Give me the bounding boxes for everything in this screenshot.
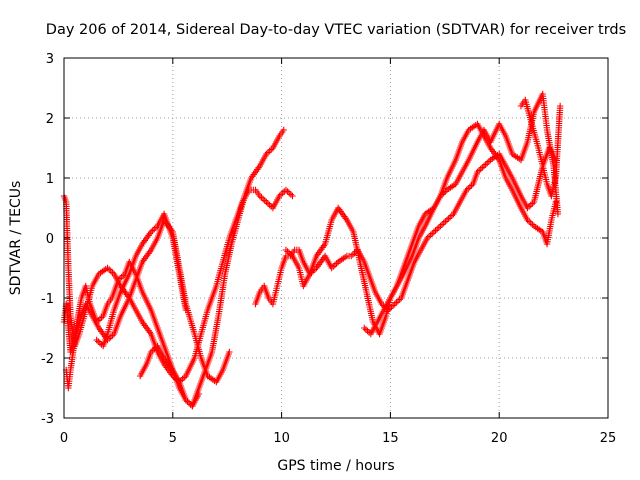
data-point xyxy=(443,216,451,224)
data-points xyxy=(60,90,564,410)
data-point xyxy=(286,189,293,197)
data-point xyxy=(282,246,290,254)
data-point xyxy=(226,348,233,356)
data-point xyxy=(445,215,452,222)
series-trace-9 xyxy=(517,96,564,200)
data-point xyxy=(279,189,286,197)
data-point xyxy=(95,338,102,345)
data-point xyxy=(437,222,444,230)
data-point xyxy=(435,224,443,231)
data-point xyxy=(527,201,534,209)
y-tick-label: 0 xyxy=(46,232,54,247)
data-point xyxy=(484,159,491,167)
data-point xyxy=(263,198,270,206)
data-point xyxy=(391,300,398,308)
series-trace-6 xyxy=(252,144,559,314)
data-point xyxy=(259,195,267,203)
y-axis-label: SDTVAR / TECUs xyxy=(8,181,24,296)
data-point xyxy=(442,218,449,225)
data-point xyxy=(287,191,295,198)
data-point xyxy=(105,266,113,273)
data-point xyxy=(118,273,125,281)
y-tick-label: -2 xyxy=(41,352,54,367)
data-point xyxy=(433,225,441,233)
y-tick-labels: -3 -2 -1 0 1 2 3 xyxy=(41,52,54,427)
data-point xyxy=(429,230,436,237)
data-point xyxy=(266,201,273,209)
x-tick-label: 5 xyxy=(169,431,177,446)
data-point xyxy=(479,164,486,171)
data-point xyxy=(364,327,371,335)
axis-ticks xyxy=(63,57,609,419)
series-trace-1 xyxy=(60,126,287,410)
data-point xyxy=(477,165,484,173)
data-point xyxy=(282,186,290,194)
data-point xyxy=(438,221,446,228)
y-tick-label: 1 xyxy=(46,172,54,187)
data-point xyxy=(389,302,397,309)
data-point xyxy=(427,231,434,239)
data-point xyxy=(440,219,447,227)
data-point xyxy=(527,219,534,227)
series-trace-4 xyxy=(93,210,190,350)
data-point xyxy=(264,200,272,207)
x-tick-label: 10 xyxy=(273,431,290,446)
grid-lines xyxy=(64,58,608,418)
data-point xyxy=(289,192,296,200)
data-point xyxy=(93,336,100,344)
data-point xyxy=(349,251,357,258)
data-point xyxy=(466,183,474,191)
data-point xyxy=(195,390,203,398)
series-trace-2 xyxy=(60,186,296,386)
x-axis-label: GPS time / hours xyxy=(277,458,394,474)
y-tick-label: -3 xyxy=(41,412,54,427)
data-point xyxy=(185,399,193,407)
data-point xyxy=(96,339,104,347)
data-point xyxy=(96,315,104,323)
chart-title: Day 206 of 2014, Sidereal Day-to-day VTE… xyxy=(46,22,626,38)
data-point xyxy=(447,213,454,221)
data-point xyxy=(151,225,158,233)
y-tick-label: -1 xyxy=(41,292,54,307)
data-point xyxy=(554,210,562,218)
series-trace-5 xyxy=(136,342,203,410)
y-tick-label: 3 xyxy=(46,52,54,67)
data-point xyxy=(280,126,287,134)
x-tick-label: 15 xyxy=(382,431,399,446)
x-tick-labels: 0 5 10 15 20 25 xyxy=(60,431,616,446)
x-tick-label: 0 xyxy=(60,431,68,446)
data-point xyxy=(394,297,402,305)
data-point xyxy=(556,102,564,110)
y-tick-label: 2 xyxy=(46,112,54,127)
data-point xyxy=(552,198,559,206)
data-point xyxy=(482,161,489,168)
data-point xyxy=(430,228,438,236)
data-point xyxy=(480,162,488,170)
data-point xyxy=(149,227,156,234)
x-tick-label: 20 xyxy=(491,431,508,446)
data-point xyxy=(266,147,273,155)
data-point xyxy=(331,261,339,269)
data-point xyxy=(432,227,439,234)
data-point xyxy=(258,194,265,201)
data-point xyxy=(182,306,190,314)
data-point xyxy=(362,326,370,333)
data-point xyxy=(361,324,368,332)
data-point xyxy=(393,299,400,306)
series-trace-7 xyxy=(282,90,562,338)
series-trace-8 xyxy=(361,120,559,338)
data-point xyxy=(261,197,268,204)
x-tick-label: 25 xyxy=(600,431,617,446)
data-point xyxy=(284,188,291,195)
